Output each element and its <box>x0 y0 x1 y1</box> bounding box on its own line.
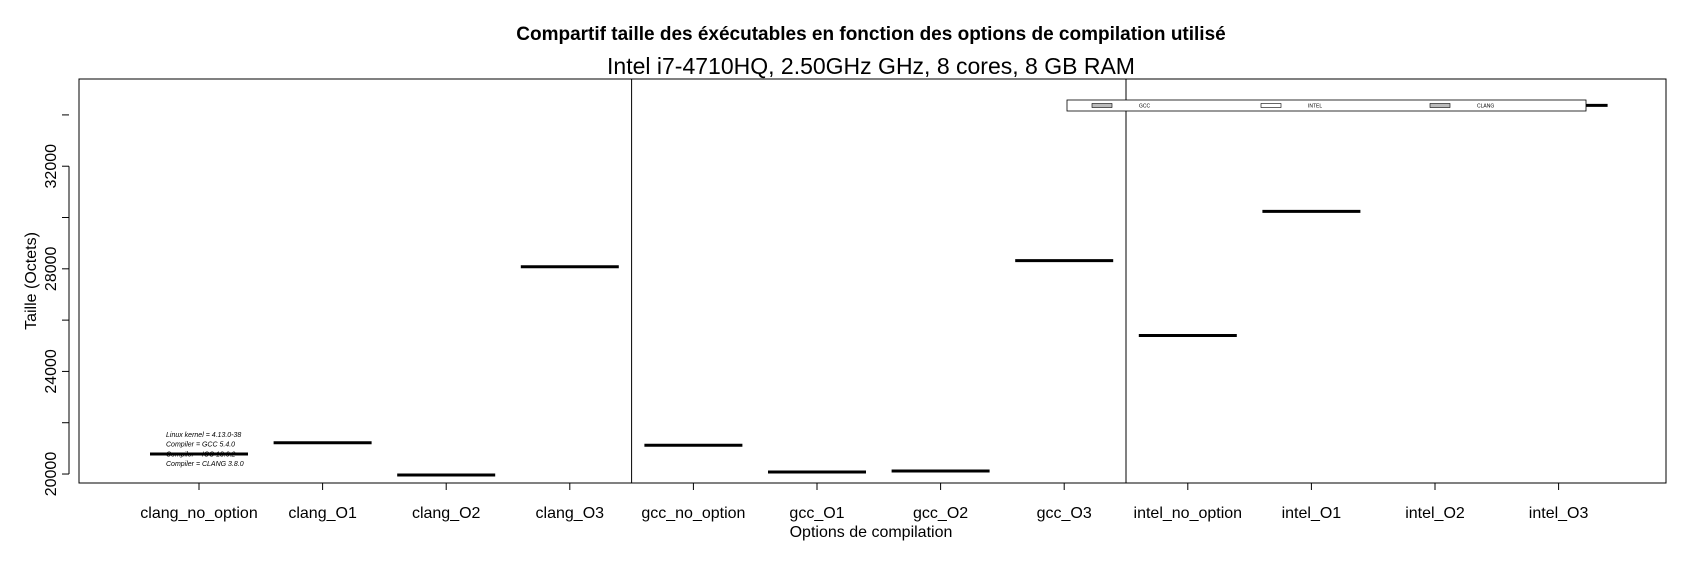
x-tick-label: clang_O1 <box>288 505 357 522</box>
median-lines <box>150 103 1608 477</box>
legend-label-intel: INTEL <box>1308 104 1322 110</box>
x-tick-label: gcc_O2 <box>913 505 968 522</box>
x-tick-label: clang_O2 <box>412 505 481 522</box>
y-tick-label: 20000 <box>43 452 60 497</box>
x-tick-label: intel_O2 <box>1405 505 1465 522</box>
legend-swatch-intel <box>1260 103 1282 108</box>
x-tick-label: intel_no_option <box>1134 505 1243 522</box>
legend-label-clang: CLANG <box>1477 104 1494 110</box>
note-line: Linux kernel = 4.13.0-38 <box>166 432 241 439</box>
chart-subtitle: Intel i7-4710HQ, 2.50GHz GHz, 8 cores, 8… <box>607 53 1135 79</box>
x-tick-label: intel_O3 <box>1529 505 1589 522</box>
note-line: Compiler = CLANG 3.8.0 <box>166 461 244 468</box>
x-tick-label: gcc_O3 <box>1037 505 1092 522</box>
y-axis: 20000 24000 28000 32000 <box>43 114 70 497</box>
y-tick-label: 32000 <box>43 144 60 189</box>
x-tick-label: gcc_O1 <box>789 505 844 522</box>
legend-box <box>1066 99 1587 112</box>
x-tick-label: clang_O3 <box>536 505 605 522</box>
legend-swatch-clang <box>1429 103 1451 108</box>
note-line: Compiler = GCC 5.4.0 <box>166 442 235 449</box>
system-notes: Linux kernel = 4.13.0-38 Compiler = GCC 5… <box>166 432 244 468</box>
legend-label-gcc: GCC <box>1139 104 1151 110</box>
x-axis: clang_no_option clang_O1 clang_O2 clang_O3 g… <box>140 482 1589 522</box>
plot-area-frame <box>78 78 1667 484</box>
y-axis-label: Taille (Octets) <box>23 232 40 330</box>
legend-swatch-gcc <box>1091 103 1113 108</box>
group-separators <box>631 79 1127 483</box>
note-line: Compiler = ICC 18.0.2 <box>166 451 236 458</box>
x-tick-label: clang_no_option <box>140 505 257 522</box>
x-tick-label: gcc_no_option <box>641 505 745 522</box>
y-tick-label: 24000 <box>43 349 60 394</box>
x-axis-label: Options de compilation <box>790 524 953 541</box>
x-tick-label: intel_O1 <box>1282 505 1342 522</box>
chart-title: Compartif taille des éxécutables en fonc… <box>516 24 1225 45</box>
legend: GCC INTEL CLANG <box>1066 99 1587 112</box>
y-tick-label: 28000 <box>43 246 60 291</box>
